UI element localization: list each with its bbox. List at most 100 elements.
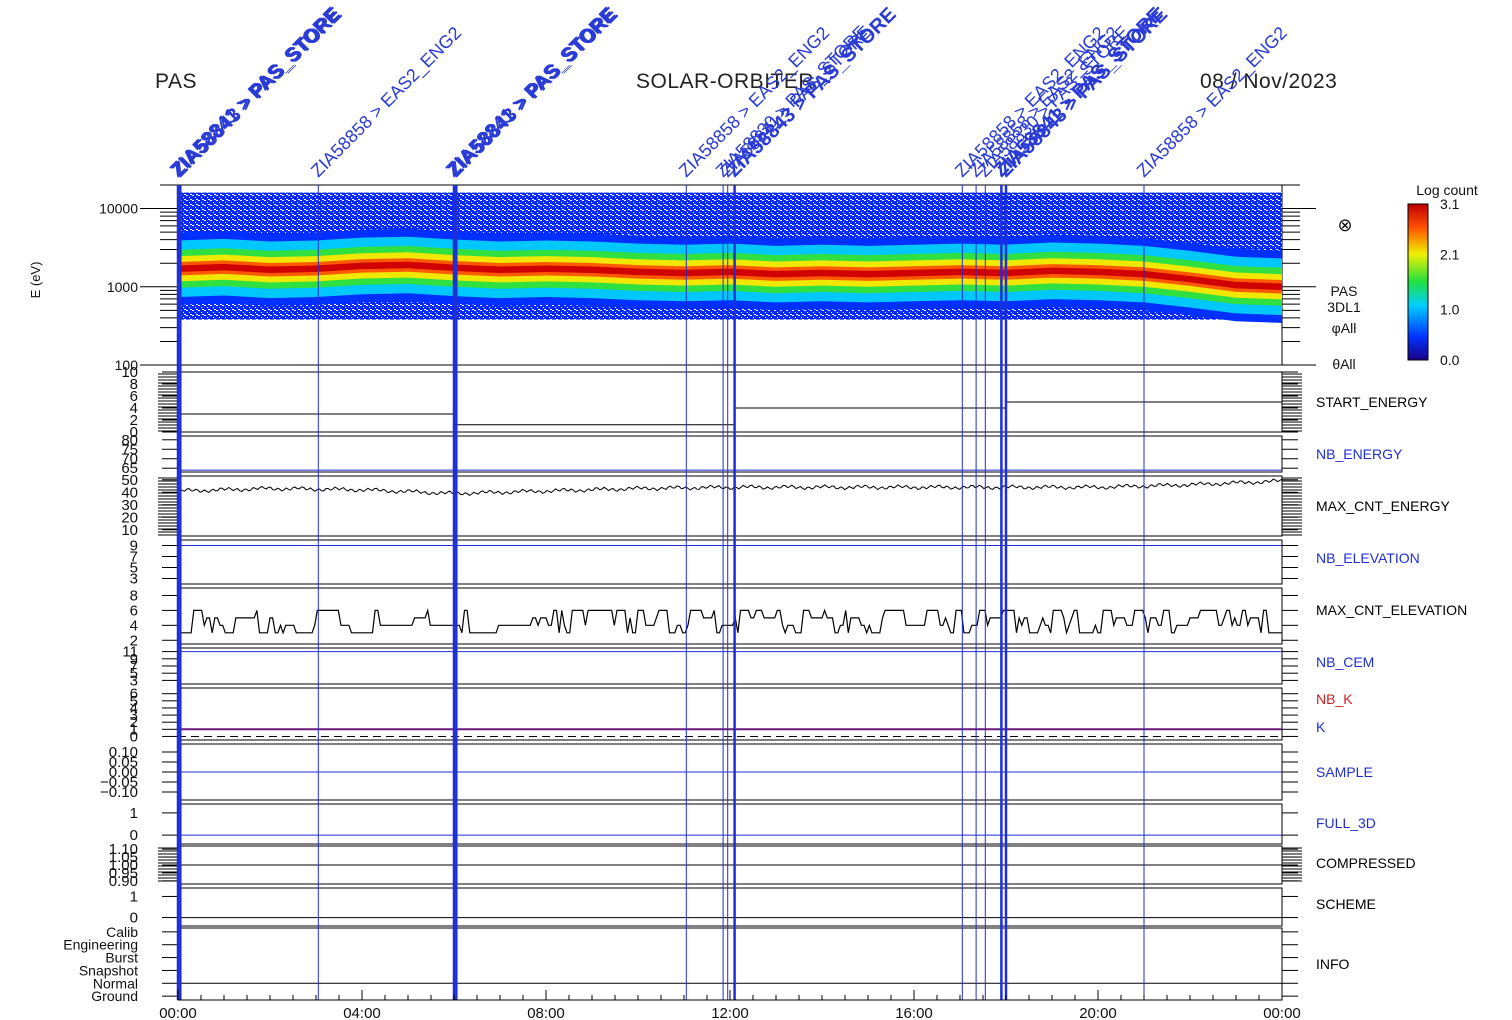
panel-label: FULL_3D [1316, 815, 1376, 831]
panel-ytick-label: 2 [130, 714, 138, 731]
spectrogram-ylabel: E (eV) [28, 262, 43, 299]
panel-ytick-label: 0 [130, 910, 138, 927]
colorbar-label: Log count [1416, 182, 1478, 198]
panel-frame [177, 927, 1283, 1001]
panel-k: K [1316, 719, 1326, 735]
panel-label: COMPRESSED [1316, 855, 1416, 871]
panel-ytick-label: 0.90 [109, 873, 138, 890]
panel-ytick-label: 10 [121, 364, 138, 381]
spectrogram-ytick-label: 10000 [99, 201, 138, 217]
panel-frame [177, 887, 1283, 927]
panel-compressed: 1.101.051.000.950.90 COMPRESSED [109, 841, 1416, 890]
colorbar-tick-label: 1.0 [1440, 302, 1460, 318]
panel-ytick-label: 9 [130, 538, 138, 555]
time-axis-tick-label: 00:00 [1263, 1005, 1301, 1020]
panel-ytick-label: 2 [130, 412, 138, 429]
panel-frame [177, 687, 1283, 741]
time-axis-tick-label: 12:00 [711, 1005, 749, 1020]
panel-info: CalibEngineeringBurstSnapshotNormalGroun… [63, 924, 1349, 1004]
panel-ytick-label: 4 [130, 617, 138, 634]
panel-ytick-label: 3 [130, 672, 138, 689]
panel-ytick-label: 3 [130, 571, 138, 588]
colorbar-tick-label: 2.1 [1440, 246, 1460, 262]
panel-ytick-label: 0 [130, 827, 138, 844]
panel-label: SCHEME [1316, 896, 1376, 912]
panel-ytick-label: 4 [130, 400, 138, 417]
panel-ytick-label: Burst [105, 950, 138, 966]
panel-frame [177, 475, 1283, 537]
spectrogram-side-label: θAll [1332, 356, 1355, 372]
panel-ytick-label: 0 [130, 728, 138, 745]
panel-frame [177, 539, 1283, 585]
panel-ytick-label: 0.00 [109, 764, 138, 781]
panel-ytick-label: 2 [130, 632, 138, 649]
time-axis-tick-label: 20:00 [1079, 1005, 1117, 1020]
panel-ytick-label: 3 [130, 707, 138, 724]
panel-ytick-label: 8 [130, 376, 138, 393]
panel-frame [177, 647, 1283, 685]
panel-frame [177, 587, 1283, 645]
spectrogram-side-label: φAll [1332, 320, 1357, 336]
spectrogram-ytick-label: 100 [115, 357, 139, 373]
panel-ytick-label: 1.00 [109, 857, 138, 874]
panel-ytick-label: 20 [121, 509, 138, 526]
spectrogram-side-label: PAS [1331, 283, 1358, 299]
panel-ytick-label: 0 [130, 424, 138, 441]
panel-ytick-label: Ground [91, 988, 138, 1004]
panel-ytick-label: Engineering [63, 937, 138, 953]
panel-ytick-label: 30 [121, 497, 138, 514]
event-label: ZIA58858 > EAS2_ENG2 [1133, 23, 1292, 182]
panel-frame [177, 435, 1283, 473]
panel-series [178, 401, 1282, 426]
panel-label: MAX_CNT_ENERGY [1316, 498, 1450, 514]
panel-ytick-label: 1.05 [109, 849, 138, 866]
panel-series [177, 608, 1282, 636]
panel-ytick-label: 1.10 [109, 841, 138, 858]
panel-label: NB_ELEVATION [1316, 550, 1420, 566]
spectrogram-ytick-label: 1000 [107, 279, 138, 295]
panel-ytick-label: 40 [121, 484, 138, 501]
field-direction-icon: ⊗ [1337, 215, 1352, 235]
time-axis-tick-label: 04:00 [343, 1005, 381, 1020]
panel-label: NB_ENERGY [1316, 446, 1403, 462]
panel-ytick-label: 6 [130, 388, 138, 405]
panel-label: MAX_CNT_ELEVATION [1316, 602, 1467, 618]
panel-sample: 0.100.050.00−0.05−0.10 SAMPLE [100, 743, 1373, 801]
panel-ytick-label: 0.95 [109, 865, 138, 882]
panel-ytick-label: 9 [130, 651, 138, 668]
panel-label: SAMPLE [1316, 764, 1373, 780]
panel-ytick-label: 8 [130, 587, 138, 604]
instrument-title: PAS [155, 70, 197, 93]
panel-ytick-label: 1 [130, 805, 138, 822]
event-label: ZIA58858 > EAS2_ENG2 [307, 23, 466, 182]
panel-ytick-label: 6 [130, 686, 138, 703]
panel-ytick-label: 10 [121, 522, 138, 539]
panel-ytick-label: 0.05 [109, 754, 138, 771]
panel-label: START_ENERGY [1316, 394, 1428, 410]
panel-ytick-label: 50 [121, 472, 138, 489]
panel-label: NB_CEM [1316, 654, 1374, 670]
panel-ytick-label: 75 [121, 441, 138, 458]
panel-label: INFO [1316, 956, 1350, 972]
colorbar-tick-label: 0.0 [1440, 352, 1460, 368]
time-axis-tick-label: 16:00 [895, 1005, 933, 1020]
event-label: ZIA58843 > PAS_STORE [444, 3, 622, 181]
time-axis-tick-label: 00:00 [159, 1005, 197, 1020]
panel-ytick-label: 80 [121, 432, 138, 449]
panel-ytick-label: −0.10 [100, 784, 138, 801]
panel-ytick-label: Calib [106, 924, 138, 940]
colorbar-tick-label: 3.1 [1440, 196, 1460, 212]
panel-ytick-label: 7 [130, 549, 138, 566]
panel-ytick-label: 11 [122, 644, 138, 661]
time-axis-tick-label: 08:00 [527, 1005, 565, 1020]
panel-ytick-label: 5 [130, 693, 138, 710]
